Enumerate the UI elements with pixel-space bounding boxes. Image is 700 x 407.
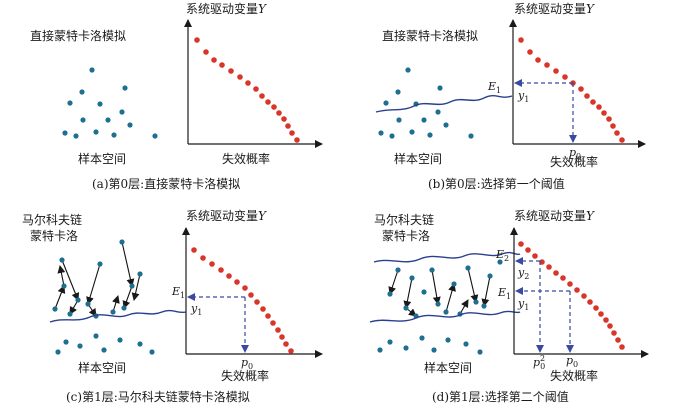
y-axis-title: 系统驱动变量Y bbox=[514, 1, 595, 16]
method-label: 直接蒙特卡洛模拟 bbox=[382, 28, 478, 43]
y1-label: y1 bbox=[517, 89, 529, 104]
method-label: 直接蒙特卡洛模拟 bbox=[30, 28, 126, 43]
p0-label: p0 bbox=[241, 356, 253, 371]
e1-label: E1 bbox=[487, 80, 501, 95]
x-axis-title: 失效概率 bbox=[550, 154, 598, 169]
sample-points bbox=[55, 333, 155, 355]
x-axis-title: 失效概率 bbox=[550, 368, 598, 383]
sample-points bbox=[378, 67, 474, 139]
p0-label: p0 bbox=[569, 146, 581, 161]
caption: (b)第0层:选择第一个阈值 bbox=[428, 176, 565, 191]
sample-space-label: 样本空间 bbox=[78, 151, 126, 166]
y-axis-title: 系统驱动变量Y bbox=[514, 208, 595, 223]
e1-label: E1 bbox=[497, 286, 511, 301]
panel-a: 直接蒙特卡洛模拟 样本空间 系统驱动变量Y 失效概率 (a)第0层:直接蒙特卡洛… bbox=[0, 0, 350, 203]
panel-d: 马尔科夫链 蒙特卡洛 样本空间 系统驱动变量Y bbox=[350, 204, 700, 407]
limit-state-line bbox=[375, 95, 513, 113]
y-axis-title: 系统驱动变量Y bbox=[186, 208, 267, 223]
failure-curve-points bbox=[518, 241, 625, 350]
chain-points bbox=[387, 259, 503, 319]
y1-label: y1 bbox=[517, 297, 529, 312]
chain-points bbox=[52, 239, 143, 319]
sample-space-label: 样本空间 bbox=[394, 151, 442, 166]
y1-label: y1 bbox=[190, 302, 202, 317]
e1-label: E1 bbox=[171, 285, 185, 300]
failure-curve-points bbox=[191, 247, 294, 354]
caption: (d)第1层:选择第二个阈值 bbox=[432, 389, 569, 404]
method-label-line1: 马尔科夫链 bbox=[374, 212, 434, 227]
caption: (c)第1层:马尔科夫链蒙特卡洛模拟 bbox=[66, 389, 250, 404]
p0-label: p0 bbox=[566, 354, 578, 369]
sample-space-label: 样本空间 bbox=[424, 360, 472, 375]
method-label-line2: 蒙特卡洛 bbox=[382, 228, 430, 243]
sample-points bbox=[62, 67, 158, 139]
second-limit-state-line bbox=[373, 251, 521, 263]
failure-curve-points bbox=[194, 37, 300, 143]
limit-state-line bbox=[369, 310, 521, 323]
y-axis-title: 系统驱动变量Y bbox=[186, 1, 267, 16]
limit-state-line bbox=[49, 309, 187, 323]
p0-squared-label: p2 0 bbox=[533, 354, 545, 371]
sample-space-label: 样本空间 bbox=[78, 360, 126, 375]
panel-c: 马尔科夫链 蒙特卡洛 样本空间 系统驱动变量Y bbox=[0, 204, 350, 407]
failure-curve-points bbox=[518, 37, 625, 143]
method-label-line1: 马尔科夫链 bbox=[22, 212, 82, 227]
caption: (a)第0层:直接蒙特卡洛模拟 bbox=[92, 176, 240, 191]
x-axis-title: 失效概率 bbox=[222, 151, 270, 166]
panel-b: 直接蒙特卡洛模拟 样本空间 系统驱动变量Y E1 y1 p0 失效概率 (b)第… bbox=[350, 0, 700, 203]
x-axis-title: 失效概率 bbox=[221, 368, 269, 383]
y2-label: y2 bbox=[517, 266, 529, 281]
markov-chain-arrows bbox=[54, 241, 141, 317]
e2-label: E2 bbox=[495, 248, 509, 263]
sample-points bbox=[377, 335, 483, 355]
method-label-line2: 蒙特卡洛 bbox=[30, 228, 78, 243]
